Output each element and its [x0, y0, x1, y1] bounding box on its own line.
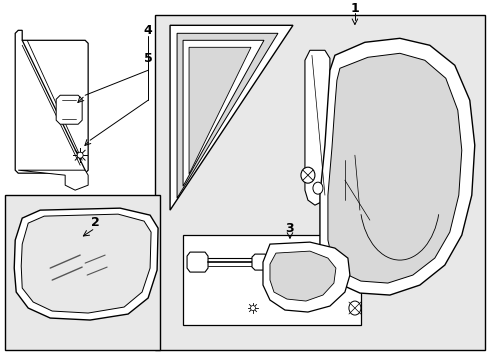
- Polygon shape: [189, 47, 250, 174]
- Polygon shape: [269, 251, 335, 301]
- Bar: [155, 15, 484, 350]
- Ellipse shape: [250, 306, 255, 311]
- Polygon shape: [327, 53, 461, 283]
- Polygon shape: [177, 33, 277, 198]
- Bar: [5, 195, 160, 350]
- Polygon shape: [56, 95, 82, 124]
- Ellipse shape: [312, 182, 322, 194]
- Polygon shape: [263, 242, 349, 312]
- Ellipse shape: [348, 301, 360, 315]
- Text: 2: 2: [91, 216, 100, 229]
- Polygon shape: [15, 30, 88, 173]
- Polygon shape: [319, 38, 474, 295]
- Ellipse shape: [300, 167, 314, 183]
- Bar: [183, 235, 360, 325]
- Text: 4: 4: [143, 24, 152, 37]
- Polygon shape: [170, 25, 292, 210]
- Polygon shape: [251, 254, 267, 270]
- Text: 3: 3: [285, 222, 294, 235]
- Polygon shape: [21, 214, 151, 313]
- Ellipse shape: [77, 152, 83, 158]
- Text: 1: 1: [350, 2, 359, 15]
- Polygon shape: [14, 208, 158, 320]
- Polygon shape: [187, 252, 207, 272]
- Polygon shape: [183, 40, 264, 186]
- Polygon shape: [18, 170, 88, 190]
- Polygon shape: [305, 50, 329, 205]
- Text: 5: 5: [143, 52, 152, 65]
